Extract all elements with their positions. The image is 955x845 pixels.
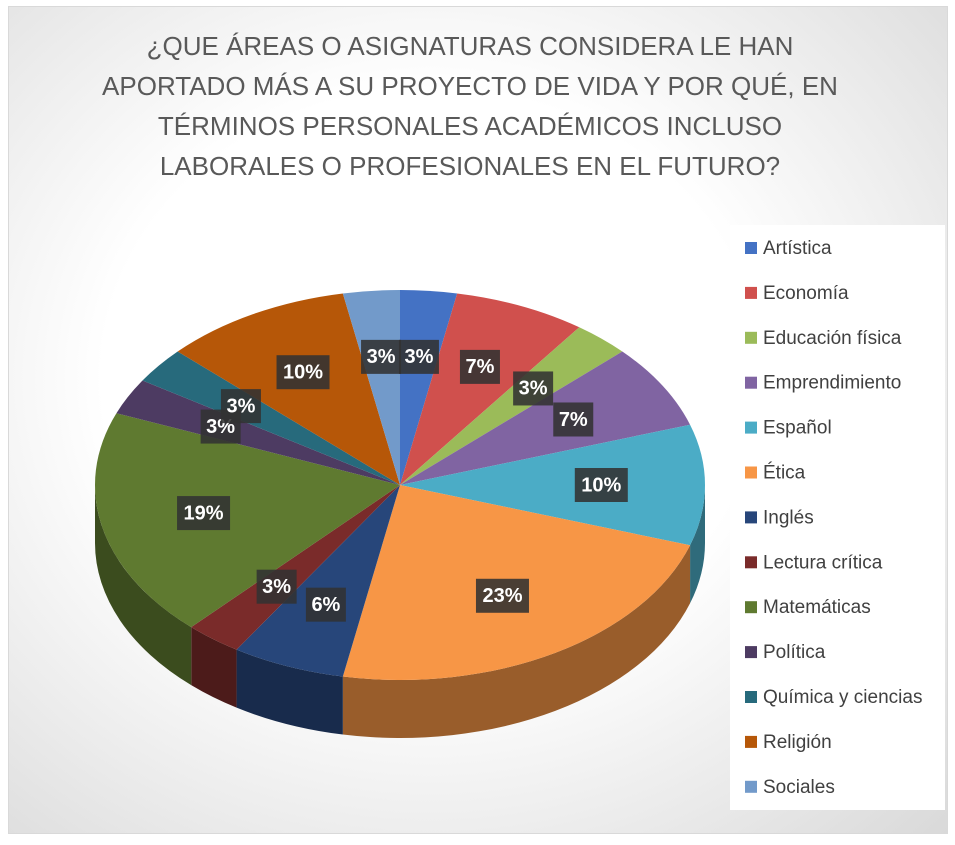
legend-label: Emprendimiento [763,373,901,394]
slice [400,424,705,546]
legend-label: Matemáticas [763,597,871,618]
slice [400,327,623,485]
slice [342,290,400,485]
data-label-box [574,468,628,502]
legend-swatch [745,421,757,434]
slice-side [191,627,237,708]
slice-side [342,545,691,739]
data-label-box [475,578,529,613]
legend-label: Español [763,418,832,439]
legend-label: Ética [763,463,806,484]
legend-swatch [745,691,757,703]
legend-swatch [745,466,757,479]
data-label: 3% [519,378,548,400]
data-label-box [220,389,261,424]
legend-label: Política [763,642,826,663]
data-label-box [361,339,402,374]
data-label: 7% [559,409,588,431]
legend-label: Química y ciencias [763,687,922,708]
legend-swatch [745,242,757,254]
slice [94,413,400,628]
slice [116,380,400,485]
data-label-box [276,355,330,390]
data-label: 10% [581,474,621,496]
slice [177,293,400,485]
legend-swatch [745,735,757,748]
data-label-box [459,349,500,384]
legend-swatch [745,780,757,793]
data-label: 23% [482,585,522,607]
legend-label: Lectura crítica [763,552,883,573]
data-label: 3% [226,395,255,417]
legend-label: Artística [763,238,832,259]
slice [142,351,400,485]
legend-swatch [745,646,757,659]
legend-swatch [745,556,757,569]
data-label-box [553,402,594,437]
data-label: 3% [404,346,433,368]
data-label: 6% [311,594,340,616]
data-label: 19% [184,502,224,524]
legend-swatch [745,286,757,299]
data-label: 3% [262,576,291,598]
slice-side [95,485,192,686]
slice [191,485,400,650]
legend-swatch [745,376,757,389]
legend-swatch [745,331,757,344]
data-label: 10% [283,362,323,384]
data-label-box [513,371,554,406]
slice [400,290,458,485]
data-label-box [305,587,346,622]
legend-label: Educación física [763,328,902,349]
slice [400,351,691,485]
data-label: 7% [465,356,494,378]
data-label-box [398,339,439,374]
legend-label: Religión [763,732,832,753]
slice [236,485,400,677]
legend-swatch [745,601,757,614]
slice-side [236,649,343,735]
legend-label: Sociales [763,777,835,798]
data-label-box [256,569,297,604]
slice [400,293,580,485]
legend-label: Economía [763,283,849,304]
legend-box [730,225,945,810]
data-label: 3% [367,346,396,368]
legend-label: Inglés [763,507,814,528]
legend-swatch [745,511,757,524]
data-label-box [177,496,231,531]
chart-title: ¿QUE ÁREAS O ASIGNATURAS CONSIDERA LE HA… [102,31,838,181]
slice-side [690,485,705,604]
